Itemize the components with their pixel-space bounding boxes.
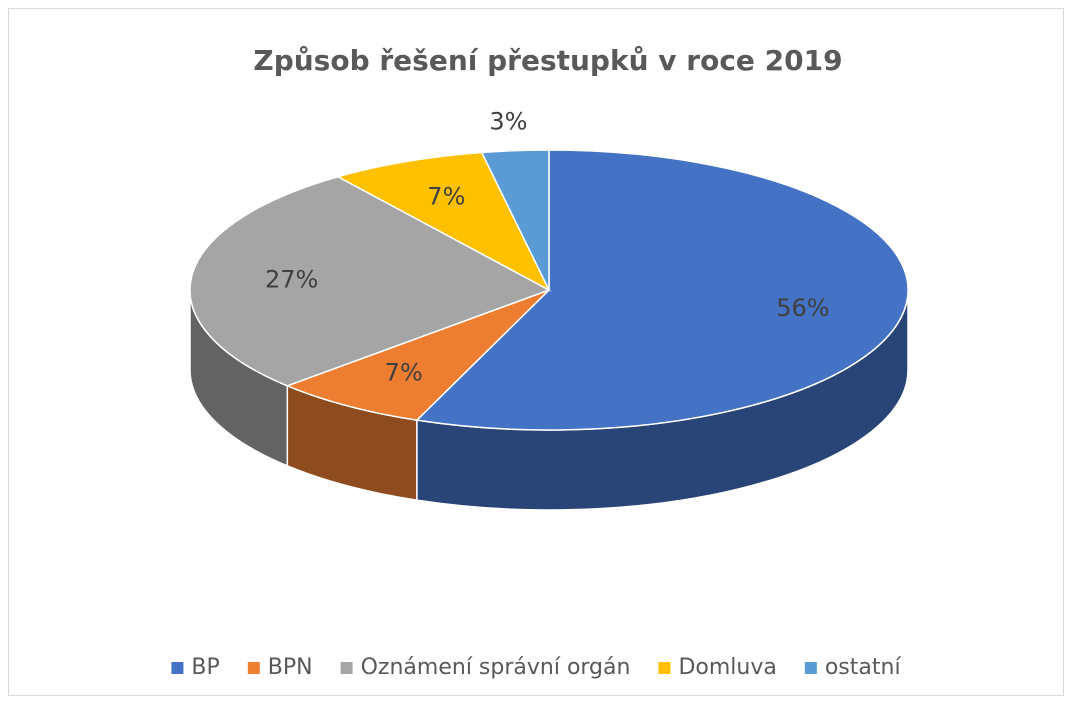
legend-swatch xyxy=(658,662,671,674)
legend-swatch xyxy=(340,662,353,674)
data-label: 56% xyxy=(776,294,829,322)
legend-label: Oznámení správní orgán xyxy=(361,655,631,680)
legend-label: ostatní xyxy=(825,655,902,680)
data-label: 7% xyxy=(427,182,465,210)
legend: BP BPN Oznámení správní orgán Domluva ostatn… xyxy=(171,655,901,680)
legend-swatch xyxy=(171,662,184,674)
chart-title: Způsob řešení přestupků v roce 2019 xyxy=(253,44,842,77)
legend-label: Domluva xyxy=(678,655,776,680)
legend-label: BP xyxy=(191,655,219,680)
data-label: 3% xyxy=(489,108,527,136)
data-label: 7% xyxy=(385,358,423,386)
slice xyxy=(189,175,551,387)
slice xyxy=(415,149,909,431)
slice xyxy=(480,149,550,291)
data-label: 27% xyxy=(265,266,318,294)
slice xyxy=(335,151,551,292)
legend-label: BPN xyxy=(268,655,313,680)
legend-swatch xyxy=(247,662,260,674)
slice xyxy=(285,289,550,421)
legend-swatch xyxy=(804,662,817,674)
